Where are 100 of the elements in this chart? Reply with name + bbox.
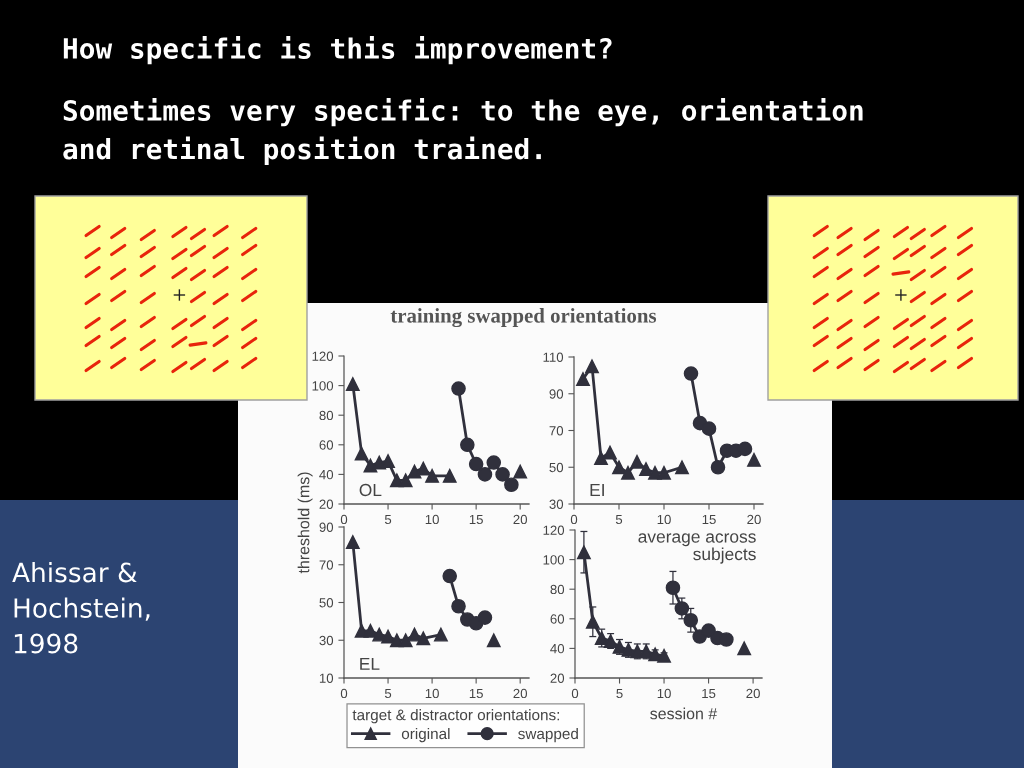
x-tick-label: 5 <box>384 514 392 525</box>
y-tick-label: 50 <box>319 598 334 608</box>
chart-title: training swapped orientations <box>390 308 657 328</box>
point <box>576 372 590 386</box>
legend-label: original <box>401 727 450 743</box>
point <box>477 467 493 482</box>
x-tick-label: 10 <box>657 514 671 525</box>
point <box>657 465 671 480</box>
point <box>585 614 600 629</box>
x-tick-label: 5 <box>616 688 623 699</box>
point <box>683 612 699 628</box>
point <box>719 632 734 647</box>
point <box>354 446 369 461</box>
point <box>747 452 761 467</box>
y-tick-label: 60 <box>550 614 565 624</box>
x-tick-label: 10 <box>657 688 671 699</box>
point <box>381 454 395 469</box>
x-tick-label: 5 <box>615 514 623 525</box>
x-tick-label: 20 <box>513 688 528 699</box>
point <box>433 627 448 642</box>
y-tick-label: 50 <box>549 462 564 473</box>
point <box>468 456 484 472</box>
text: Ahissar & Hochstein, 1998 <box>12 562 150 654</box>
point <box>612 460 626 475</box>
annotation: EI <box>590 484 604 496</box>
point <box>416 631 431 646</box>
annotation: average across subjects <box>638 533 756 564</box>
point <box>425 468 440 483</box>
point <box>674 601 690 616</box>
point <box>603 445 617 460</box>
y-tick-label: 20 <box>550 673 565 683</box>
point <box>683 366 699 381</box>
point <box>513 464 528 479</box>
text: Sometimes very specific: to the eye, orientation and retinal position trained. <box>63 98 863 165</box>
point <box>594 631 609 645</box>
point <box>442 568 458 584</box>
x-tick-label: 15 <box>702 514 716 525</box>
y-tick-label: 100 <box>312 381 334 391</box>
y-tick-label: 60 <box>319 440 334 450</box>
y-tick-label: 20 <box>319 499 334 509</box>
x-tick-label: 15 <box>702 688 716 699</box>
y-tick-label: 110 <box>543 352 564 362</box>
point <box>665 580 681 596</box>
y-tick-label: 70 <box>549 426 564 436</box>
point <box>398 473 413 488</box>
x-tick-label: 0 <box>570 514 578 525</box>
point <box>398 633 413 648</box>
y-tick-label: 100 <box>543 555 565 565</box>
point <box>486 633 501 648</box>
y-tick-label: 30 <box>319 635 334 646</box>
text: How specific is this improvement? <box>63 36 612 65</box>
point <box>345 535 360 550</box>
point <box>639 462 653 477</box>
y-axis-title: threshold (ms) <box>297 472 313 574</box>
y-tick-label: 10 <box>319 673 334 683</box>
point <box>621 465 635 480</box>
point <box>594 451 608 466</box>
point <box>737 641 752 656</box>
y-tick-label: 120 <box>543 525 565 535</box>
y-tick-label: 40 <box>550 643 565 654</box>
x-tick-label: 15 <box>469 514 483 525</box>
x-tick-label: 0 <box>571 688 579 699</box>
point <box>504 477 519 493</box>
legend-title: target & distractor orientations: <box>352 709 560 724</box>
point <box>495 467 510 482</box>
x-tick-label: 10 <box>425 688 439 699</box>
point <box>701 421 717 436</box>
point <box>451 598 466 614</box>
y-tick-label: 80 <box>319 410 334 421</box>
y-tick-label: 90 <box>549 389 564 399</box>
point <box>486 455 502 470</box>
point <box>585 359 599 374</box>
legend-label: swapped <box>518 727 578 743</box>
y-tick-label: 90 <box>319 522 334 532</box>
point <box>630 454 644 469</box>
x-tick-label: 10 <box>425 514 439 525</box>
x-tick-label: 15 <box>469 688 483 699</box>
y-tick-label: 80 <box>550 584 565 595</box>
point <box>460 437 475 453</box>
point <box>345 377 360 392</box>
point <box>363 623 378 638</box>
x-tick-label: 20 <box>746 688 760 699</box>
point <box>477 610 493 625</box>
y-tick-label: 70 <box>319 560 334 570</box>
annotation: EL <box>360 657 380 670</box>
x-tick-label: 20 <box>747 514 761 525</box>
y-tick-label: 120 <box>312 351 334 361</box>
point <box>416 461 431 476</box>
point <box>737 441 753 457</box>
x-tick-label: 0 <box>340 688 348 699</box>
point <box>675 460 689 475</box>
x-tick-label: 20 <box>513 514 528 525</box>
x-tick-label: 0 <box>340 514 348 525</box>
y-tick-label: 40 <box>319 469 334 480</box>
point <box>576 545 591 560</box>
y-tick-label: 30 <box>549 499 564 509</box>
x-axis-title: session # <box>650 707 718 720</box>
point <box>451 381 466 396</box>
point <box>407 627 422 642</box>
x-tick-label: 5 <box>384 688 392 699</box>
